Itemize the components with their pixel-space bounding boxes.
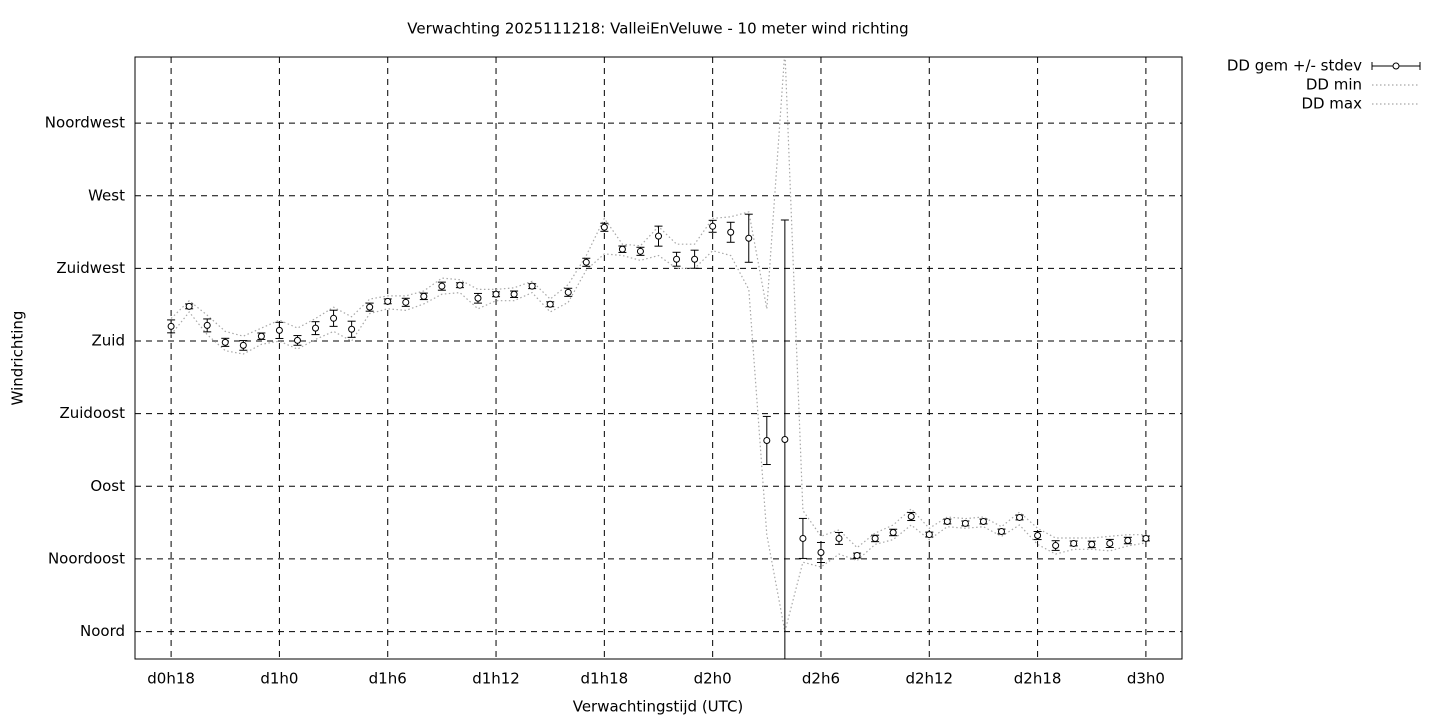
point [600,223,608,231]
x-tick-label: d2h12 [905,670,953,688]
point [997,527,1005,535]
y-tick-label: West [88,186,125,204]
point [709,222,717,230]
point [456,281,464,289]
point [889,528,897,536]
point [167,322,175,330]
point [636,247,644,255]
y-tick-label: Oost [90,477,125,495]
point [979,517,987,525]
point [961,519,969,527]
point [871,534,879,542]
x-tick-label: d2h6 [802,670,840,688]
y-tick-label: Zuidoost [59,404,125,422]
x-tick-label: d3h0 [1127,670,1165,688]
grid [135,57,1182,659]
point [817,548,825,556]
legend-label: DD gem +/- stdev [1227,57,1362,75]
point [618,245,626,253]
point [655,232,662,240]
legend-label: DD min [1306,76,1362,94]
point [673,255,681,263]
point [799,534,807,542]
x-axis-label: Verwachtingstijd (UTC) [573,698,744,716]
point [691,255,699,263]
point [1088,540,1096,548]
y-tick-label: Zuid [92,332,125,350]
point [582,258,590,266]
point [203,321,211,329]
point [474,294,482,302]
x-tick-label: d2h18 [1014,670,1062,688]
point [185,302,193,310]
point [781,436,789,444]
point [239,341,247,349]
point [745,234,753,242]
point [420,292,428,300]
point [510,290,518,298]
range-line [170,57,1146,549]
y-axis-label: Windrichting [9,311,27,406]
y-tick-label: Noordoost [48,549,125,567]
point [1070,539,1078,547]
x-tick-label: d1h12 [472,670,520,688]
plot-border [134,56,1183,660]
point [528,282,536,290]
legend-swatch [1392,62,1400,70]
point [763,436,771,444]
point [925,531,933,539]
point [221,338,229,346]
point [943,517,951,525]
point [366,303,374,311]
point [402,298,410,306]
point [384,297,392,305]
point [348,325,356,333]
point [1124,537,1132,545]
point [564,288,572,296]
point [1106,539,1114,547]
y-tick-label: Noord [80,622,125,640]
legend-label: DD max [1301,95,1362,113]
point [853,552,861,560]
chart-title: Verwachting 2025111218: ValleiEnVeluwe -… [407,20,908,38]
plot-area [167,57,1150,659]
point [438,282,446,290]
point [293,336,301,344]
point [1034,532,1042,540]
point [907,512,915,520]
point [1142,534,1150,542]
x-tick-label: d0h18 [147,670,195,688]
y-tick-label: Zuidwest [56,259,125,277]
x-tick-label: d1h0 [260,670,298,688]
point [835,534,843,542]
range-line [170,250,1147,632]
point [275,326,283,334]
point [312,324,320,332]
x-tick-label: d2h0 [694,670,732,688]
point [727,228,735,236]
point [1052,542,1060,550]
y-tick-label: Noordwest [45,114,125,132]
x-tick-label: d1h6 [369,670,407,688]
point [257,332,265,340]
x-tick-label: d1h18 [581,670,629,688]
point [492,290,500,298]
point [1016,513,1024,521]
point [546,300,554,308]
point [330,314,338,322]
